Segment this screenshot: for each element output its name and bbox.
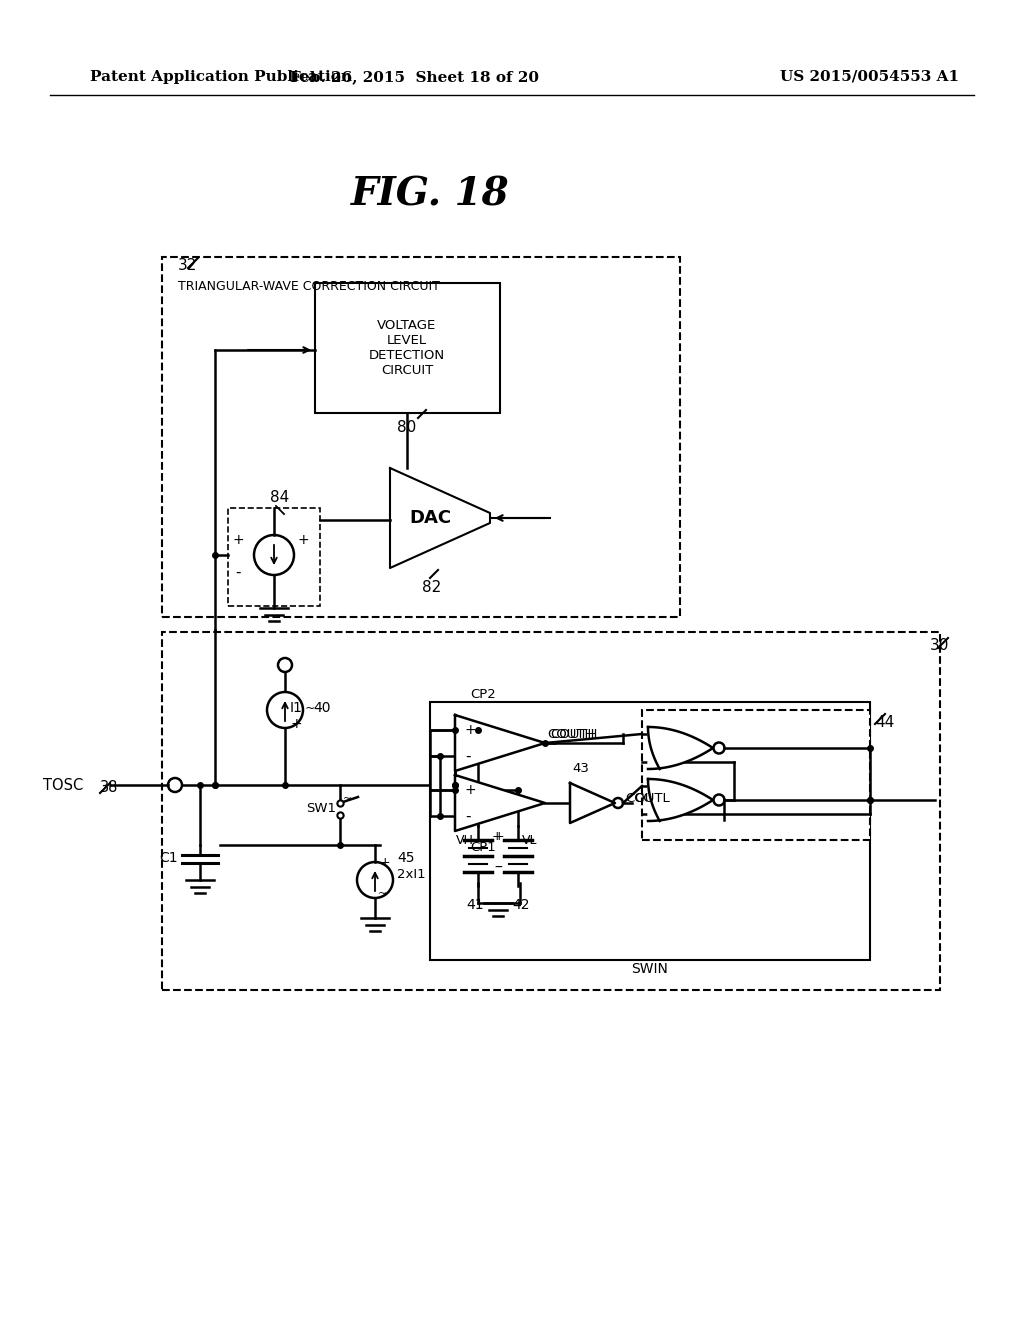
- Bar: [162, 257, 680, 616]
- Text: ~: ~: [378, 888, 387, 899]
- Text: -: -: [236, 565, 241, 579]
- Text: VOLTAGE
LEVEL
DETECTION
CIRCUIT: VOLTAGE LEVEL DETECTION CIRCUIT: [369, 319, 445, 378]
- Text: US 2015/0054553 A1: US 2015/0054553 A1: [780, 70, 959, 84]
- Text: -: -: [465, 748, 470, 763]
- Text: FIG. 18: FIG. 18: [350, 176, 509, 214]
- Bar: [162, 632, 940, 990]
- Text: COUTL: COUTL: [625, 792, 670, 804]
- Polygon shape: [648, 779, 713, 821]
- Polygon shape: [648, 727, 713, 770]
- Text: ~: ~: [343, 795, 352, 804]
- Text: -: -: [497, 861, 502, 875]
- Bar: [228, 508, 319, 606]
- Text: +: +: [297, 533, 309, 546]
- Polygon shape: [390, 469, 490, 568]
- Polygon shape: [455, 775, 545, 832]
- Text: I1: I1: [290, 701, 303, 715]
- Text: C1: C1: [160, 851, 178, 865]
- Text: 84: 84: [270, 490, 290, 506]
- Text: Patent Application Publication: Patent Application Publication: [90, 70, 352, 84]
- Text: -: -: [465, 808, 470, 824]
- Text: 44: 44: [874, 715, 894, 730]
- Text: SWIN: SWIN: [632, 962, 669, 975]
- Text: COUTH: COUTH: [550, 729, 597, 742]
- Text: 45: 45: [397, 851, 415, 865]
- Text: 40: 40: [313, 701, 331, 715]
- Text: CP1: CP1: [470, 841, 496, 854]
- Text: 41: 41: [466, 898, 483, 912]
- Text: TRIANGULAR-WAVE CORRECTION CIRCUIT: TRIANGULAR-WAVE CORRECTION CIRCUIT: [178, 280, 440, 293]
- Text: DAC: DAC: [409, 510, 451, 527]
- Text: 42: 42: [512, 898, 529, 912]
- Text: +: +: [492, 829, 502, 842]
- Text: 43: 43: [572, 762, 589, 775]
- Text: 30: 30: [930, 638, 949, 653]
- Text: ~: ~: [305, 701, 315, 714]
- Text: +: +: [494, 829, 505, 842]
- Text: 82: 82: [422, 579, 441, 595]
- Text: +: +: [380, 855, 390, 869]
- Bar: [430, 702, 870, 960]
- Bar: [642, 710, 870, 840]
- Text: +: +: [465, 783, 476, 797]
- Text: -: -: [494, 861, 499, 875]
- Text: SW1: SW1: [306, 801, 336, 814]
- Bar: [315, 282, 500, 413]
- Text: COUTL: COUTL: [634, 792, 679, 804]
- Text: VL: VL: [522, 833, 538, 846]
- Text: +: +: [291, 717, 303, 731]
- Text: 2xI1: 2xI1: [397, 869, 426, 882]
- Polygon shape: [455, 715, 545, 771]
- Text: Feb. 26, 2015  Sheet 18 of 20: Feb. 26, 2015 Sheet 18 of 20: [291, 70, 540, 84]
- Text: VH: VH: [456, 833, 474, 846]
- Text: 38: 38: [100, 780, 119, 795]
- Text: +: +: [465, 723, 476, 737]
- Text: COUTH: COUTH: [547, 729, 594, 742]
- Text: 80: 80: [397, 420, 417, 436]
- Polygon shape: [570, 783, 615, 822]
- Text: TOSC: TOSC: [43, 777, 83, 792]
- Text: +: +: [232, 533, 244, 546]
- Text: 32: 32: [178, 257, 198, 273]
- Text: CP2: CP2: [470, 688, 496, 701]
